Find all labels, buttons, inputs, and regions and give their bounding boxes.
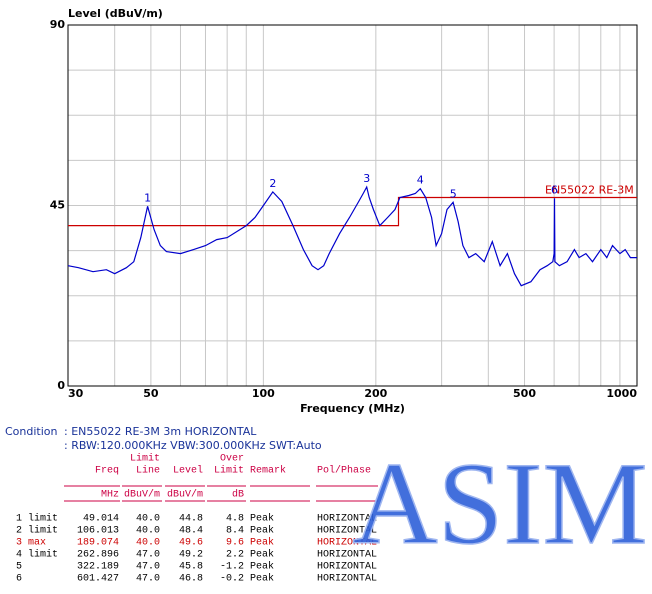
x-tick-label: 100: [252, 387, 275, 400]
marker-label: 2: [269, 177, 276, 190]
condition-line: : RBW:120.000KHz VBW:300.000KHz SWT:Auto: [64, 439, 322, 452]
y-tick-label: 0: [57, 379, 65, 392]
table-cell: 40.0: [136, 526, 160, 537]
table-cell: -1.2: [220, 562, 244, 573]
table-cell: 47.0: [136, 574, 160, 585]
table-cell: 6: [16, 574, 22, 585]
series-line: [68, 196, 637, 227]
table-cell: 44.8: [179, 514, 203, 525]
table-cell: 4.8: [226, 514, 244, 525]
table-cell: 49.6: [179, 538, 203, 549]
table-cell: 2.2: [226, 550, 244, 561]
table-cell: 322.189: [77, 562, 119, 573]
column-header: Limit: [130, 453, 160, 465]
table-cell: Peak: [250, 561, 274, 573]
table-cell: 48.4: [179, 526, 203, 537]
table-cell: 47.0: [136, 550, 160, 561]
table-cell: 40.0: [136, 538, 160, 549]
column-header: Freq: [95, 466, 119, 477]
x-tick-label: 30: [68, 387, 84, 400]
table-cell: Peak: [250, 537, 274, 549]
table-cell: Peak: [250, 525, 274, 537]
y-axis-label: Level (dBuV/m): [68, 7, 163, 20]
table-cell: HORIZONTAL: [317, 538, 377, 549]
marker-label: 6: [551, 183, 558, 196]
y-tick-label: 45: [50, 199, 65, 212]
marker-label: 4: [417, 174, 424, 187]
table-cell: 8.4: [226, 526, 244, 537]
column-header: Level: [173, 465, 203, 477]
column-header: Remark: [250, 465, 286, 477]
column-unit: dB: [232, 489, 244, 501]
table-cell: 49.2: [179, 550, 203, 561]
table-cell: HORIZONTAL: [317, 514, 377, 525]
table-cell: Peak: [250, 513, 274, 525]
table-cell: Peak: [250, 573, 274, 585]
table-cell: 106.013: [77, 526, 119, 537]
column-unit: MHz: [101, 490, 119, 501]
condition-line: : EN55022 RE-3M 3m HORIZONTAL: [64, 425, 257, 438]
watermark: ASIM: [352, 438, 647, 569]
x-tick-label: 1000: [606, 387, 637, 400]
table-cell: 40.0: [136, 514, 160, 525]
series-line: [67, 185, 637, 287]
x-tick-label: 50: [143, 387, 159, 400]
table-cell: 45.8: [179, 562, 203, 573]
table-cell: 601.427: [77, 574, 119, 585]
column-header: Limit: [214, 465, 244, 477]
table-cell: -0.2: [220, 574, 244, 585]
table-cell: 262.896: [77, 550, 119, 561]
marker-label: 5: [450, 187, 457, 200]
y-tick-label: 90: [50, 18, 66, 31]
column-header: Pol/Phase: [317, 465, 371, 477]
table-cell: 3 max: [16, 538, 46, 549]
column-unit: dBuV/m: [167, 489, 203, 501]
condition-label: Condition: [5, 425, 58, 438]
table-cell: HORIZONTAL: [317, 526, 377, 537]
column-header: Over: [220, 454, 244, 465]
table-cell: 1 limit: [16, 513, 58, 525]
limit-label: EN55022 RE-3M: [545, 183, 634, 196]
table-cell: HORIZONTAL: [317, 550, 377, 561]
table-cell: 46.8: [179, 574, 203, 585]
table-cell: 189.074: [77, 538, 119, 549]
table-cell: 4 limit: [16, 549, 58, 561]
marker-label: 3: [363, 172, 370, 185]
table-cell: HORIZONTAL: [317, 562, 377, 573]
x-tick-label: 200: [364, 387, 387, 400]
table-cell: Peak: [250, 549, 274, 561]
marker-label: 1: [144, 191, 151, 204]
column-unit: dBuV/m: [124, 489, 160, 501]
table-cell: 5: [16, 562, 22, 573]
table-cell: 49.014: [83, 514, 119, 525]
x-tick-label: 500: [513, 387, 536, 400]
table-cell: 2 limit: [16, 525, 58, 537]
table-cell: 47.0: [136, 562, 160, 573]
x-axis-label: Frequency (MHz): [300, 402, 405, 415]
table-cell: 9.6: [226, 538, 244, 549]
table-cell: HORIZONTAL: [317, 574, 377, 585]
plot-frame: [67, 24, 638, 387]
column-header: Line: [136, 465, 160, 477]
